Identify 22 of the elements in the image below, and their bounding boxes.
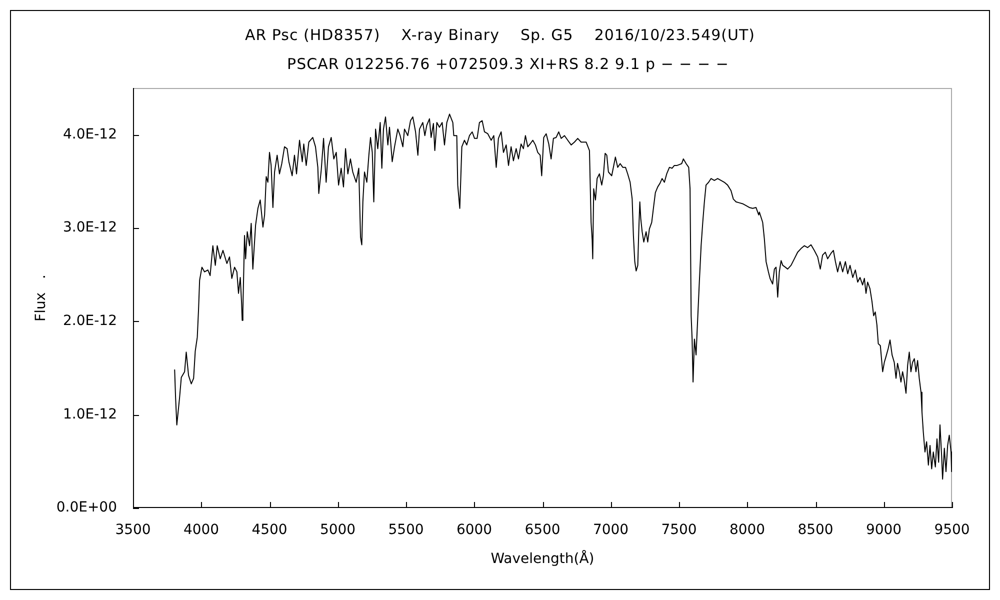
x-tick-label: 8000: [729, 522, 766, 538]
x-tick-label: 4000: [183, 522, 220, 538]
x-tick-label: 6000: [456, 522, 492, 538]
x-tick-label: 9500: [934, 522, 970, 538]
x-tick-label: 8500: [798, 522, 834, 538]
y-axis-title: Flux .: [33, 274, 50, 322]
chart-title: AR Psc (HD8357) X-ray Binary Sp. G5 2016/10/23.549(UT): [244, 26, 756, 44]
x-tick-label: 9000: [866, 522, 902, 538]
x-tick-label: 5500: [388, 522, 424, 538]
y-tick-label: 3.0E-12: [63, 220, 117, 236]
y-tick-label: 4.0E-12: [63, 126, 117, 142]
x-tick-label: 4500: [252, 522, 288, 538]
x-tick-label: 7000: [592, 522, 629, 538]
y-tick-label: 0.0E+00: [56, 500, 117, 516]
x-axis-title: Wavelength(Å): [490, 550, 594, 568]
x-tick-label: 6500: [524, 522, 560, 538]
chart-subtitle: PSCAR 012256.76 +072509.3 XI+RS 8.2 9.1 p − − − −: [286, 55, 730, 73]
x-tick-label: 3500: [115, 522, 151, 538]
y-tick-label: 2.0E-12: [63, 312, 117, 329]
x-tick-label: 7500: [661, 522, 697, 538]
y-tick-label: 1.0E-12: [63, 406, 117, 422]
x-tick-label: 5000: [320, 522, 356, 538]
